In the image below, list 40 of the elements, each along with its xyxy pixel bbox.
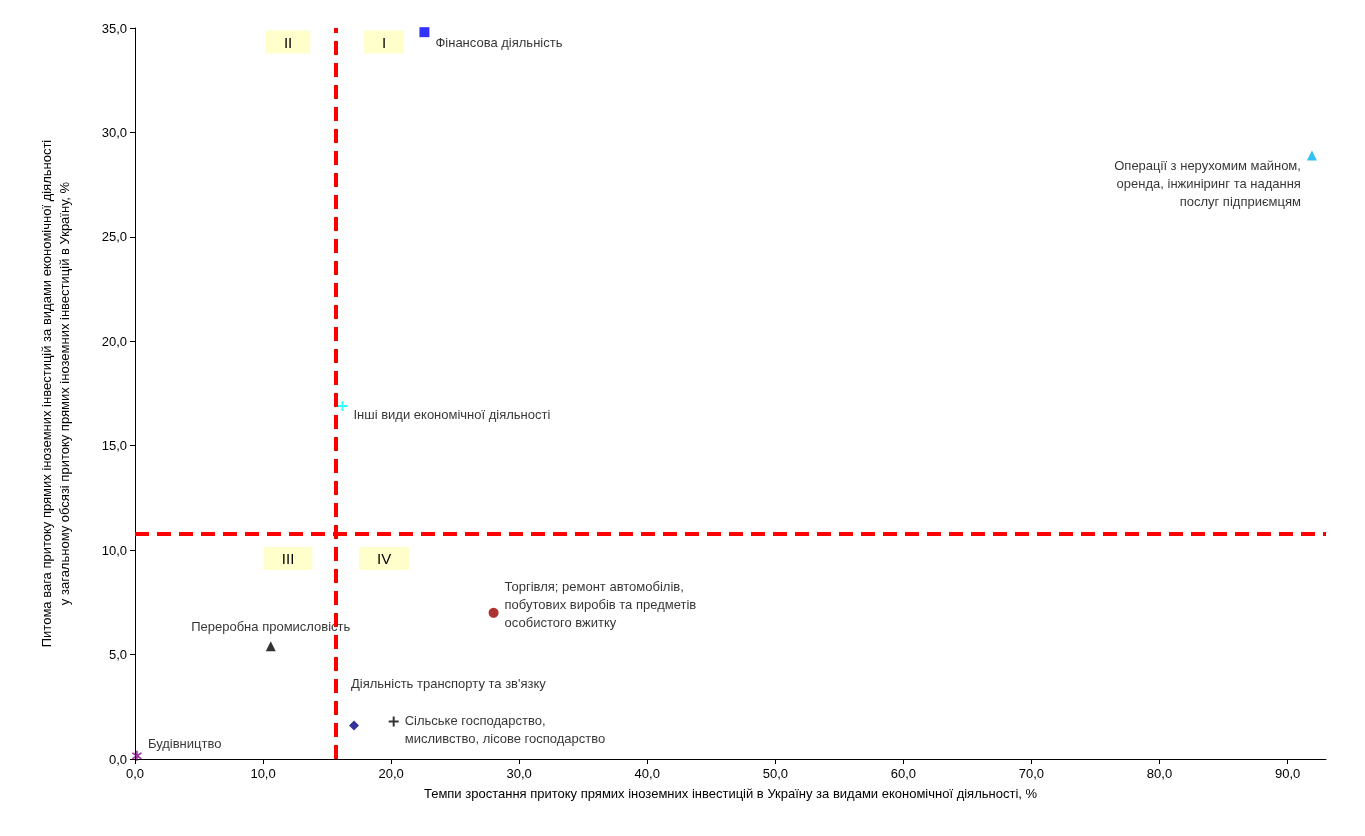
x-tick-label: 90,0 [1274, 766, 1301, 781]
series-label: Торгівля; ремонт автомобілів, побутових виробів та предметів особистого вжитку [504, 579, 697, 631]
y-tick-label: 15,0 [101, 438, 127, 454]
x-tick-label: 30,0 [506, 766, 532, 781]
x-tick-label: 20,0 [378, 766, 404, 781]
point [388, 716, 399, 727]
point [1306, 150, 1317, 161]
series-label: Будівництво [147, 736, 222, 752]
series-label: Операції з нерухомим майном, оренда, інжиніринг та надання послуг підприємцям [1114, 157, 1301, 209]
point [488, 607, 499, 618]
series-label: Фінансова діяльність [435, 34, 563, 50]
y-tick-label: 35,0 [101, 20, 127, 36]
annotation: I [381, 33, 387, 51]
x-tick-label: 0,0 [125, 766, 145, 781]
y-axis-title: Питома вага притоку прямих іноземних інвестицій за видами економічної діяльності у загальному обсязі притоку прямих іноземних інвестицій в Україну, % [38, 139, 72, 648]
x-tick-label: 50,0 [762, 766, 788, 781]
x-tick-label: 10,0 [250, 766, 276, 781]
y-tick-label: 20,0 [101, 333, 127, 349]
point [131, 750, 142, 761]
point [337, 401, 348, 412]
x-tick-label: 70,0 [1018, 766, 1045, 781]
x-axis-title: Темпи зростання притоку прямих іноземних інвестицій в Україну за видами економічної діяльності, % [423, 786, 1038, 802]
y-tick-label: 30,0 [101, 124, 127, 140]
x-tick-label: 40,0 [634, 766, 660, 781]
point [265, 641, 276, 652]
x-tick-label: 80,0 [1146, 766, 1173, 781]
y-tick-label: 0,0 [108, 751, 127, 767]
y-tick-label: 25,0 [101, 229, 127, 245]
y-tick-label: 5,0 [108, 647, 127, 663]
series-label: Сільське господарство, мисливство, лісове господарство [404, 712, 606, 746]
series-label: Переробна промисловість [191, 618, 351, 634]
point [419, 27, 430, 38]
series-label: Інші види економічної діяльності [353, 406, 551, 422]
point [348, 720, 359, 731]
annotation: IV [376, 549, 392, 567]
annotation: III [281, 549, 295, 567]
y-tick-label: 10,0 [101, 542, 127, 558]
x-tick-label: 60,0 [890, 766, 917, 781]
text: Діяльність транспорту та зв'язку [350, 676, 547, 692]
annotation: II [283, 33, 293, 51]
